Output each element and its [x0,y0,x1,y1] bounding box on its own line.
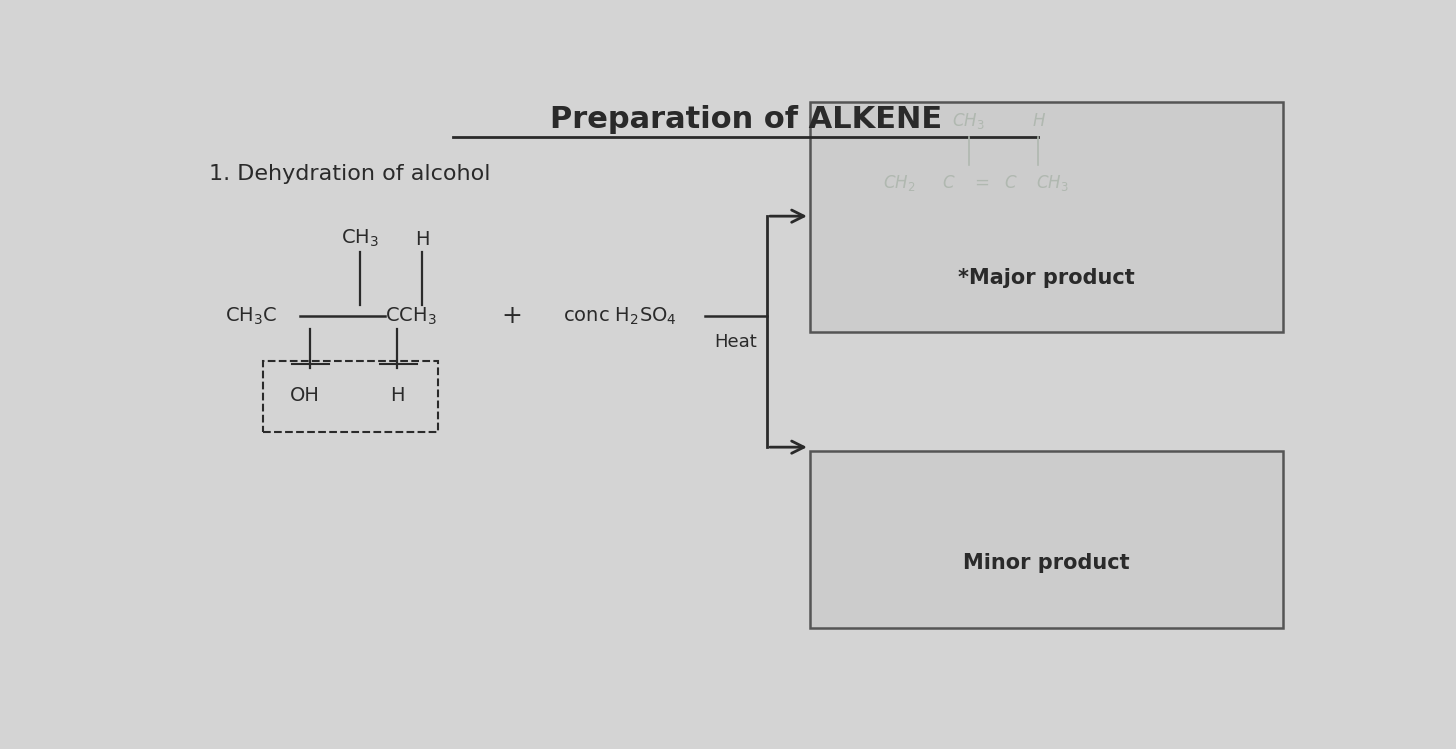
Text: C: C [1003,174,1015,192]
Bar [264,361,438,431]
Text: =: = [974,174,989,192]
Text: CH$_2$: CH$_2$ [884,173,916,193]
Text: H: H [390,386,405,405]
Text: OH: OH [290,386,319,405]
Text: CCH$_3$: CCH$_3$ [384,306,437,327]
Text: *Major product: *Major product [958,267,1134,288]
Text: H: H [415,230,430,249]
Text: CH$_3$C: CH$_3$C [224,306,277,327]
Bar [810,451,1283,628]
Text: conc H$_2$SO$_4$: conc H$_2$SO$_4$ [563,306,677,327]
Text: CH$_3$: CH$_3$ [341,228,379,249]
Text: Heat: Heat [715,333,757,351]
Text: Preparation of ALKENE: Preparation of ALKENE [550,106,942,134]
Text: 1. Dehydration of alcohol: 1. Dehydration of alcohol [210,164,491,184]
Text: CH$_3$: CH$_3$ [952,112,986,132]
Text: C: C [942,174,954,192]
Bar [810,102,1283,332]
Text: CH$_3$: CH$_3$ [1037,173,1069,193]
Text: +: + [501,304,521,328]
Text: Minor product: Minor product [962,553,1130,573]
Text: H: H [1032,112,1044,130]
